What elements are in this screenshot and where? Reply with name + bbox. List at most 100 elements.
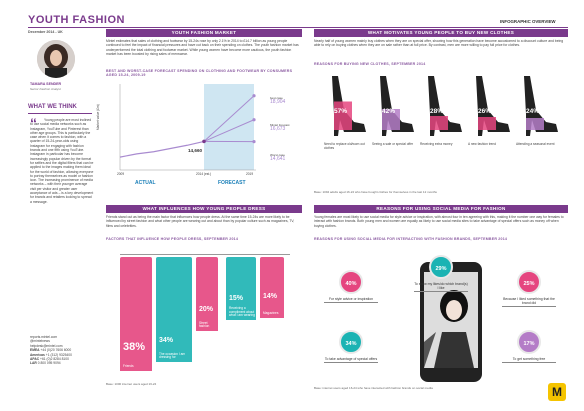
market-body: Mintel estimates that sales of clothing … — [106, 39, 299, 56]
influences-heading: WHAT INFLUENCES HOW YOUNG PEOPLE DRESS — [106, 205, 302, 213]
phone-illustration — [420, 262, 482, 382]
mintel-logo: M — [548, 383, 566, 401]
garment-item: 15% Receiving a compliment about what I a… — [226, 257, 256, 320]
shoe-pct: 24% — [526, 108, 540, 115]
avatar — [37, 40, 75, 78]
garment-pct: 20% — [199, 306, 214, 313]
overview-label: INFOGRAPHIC OVERVIEW — [500, 19, 556, 24]
motivates-note: Base: 1094 adults aged 16-24 who have bo… — [314, 190, 437, 194]
shoe-label: Attending a seasonal event — [516, 142, 555, 146]
lar-phone: 0 800 095 9094 — [37, 361, 61, 366]
shoe-icon — [524, 76, 558, 136]
shoe-pct: 28% — [430, 108, 444, 115]
shoe-icon — [380, 76, 414, 136]
social-item: 17% To get something free — [502, 330, 556, 363]
what-we-think-rule — [28, 113, 92, 114]
social-circles: 40% For style advice or inspiration 29% To … — [314, 250, 568, 380]
shoe-pct: 42% — [382, 108, 396, 115]
phone-screen — [424, 272, 478, 368]
worst-point — [252, 140, 256, 144]
contact-site[interactable]: reports.mintel.com — [30, 335, 58, 339]
shoes-row: 57% Need to replace old/worn out clothes 4… — [324, 70, 568, 190]
lar-label: LAR — [30, 361, 37, 366]
page-title: YOUTH FASHION — [28, 14, 125, 26]
point-label: 14,660 — [188, 148, 203, 153]
apac-phone: +61 (0)2 8284 8100 — [40, 357, 69, 362]
garment-pct: 15% — [229, 295, 244, 302]
analyst-role: Senior Fashion Analyst — [30, 87, 61, 91]
garment-label: Street fashion — [199, 320, 210, 329]
contact-block: reports.mintel.com @mintelnews helpdesk@… — [30, 335, 100, 366]
shoe-icon — [476, 76, 510, 136]
shoe-label: Receiving extra money — [420, 142, 453, 146]
market-heading: YOUTH FASHION MARKET — [106, 29, 302, 37]
shoe-item: 57% Need to replace old/worn out clothes — [324, 70, 370, 190]
est-point — [202, 139, 206, 144]
x-tick-2009: 2009 — [117, 172, 125, 176]
shoe-item: 28% Receiving extra money — [420, 70, 466, 190]
clothes-rail — [120, 254, 290, 255]
social-body: Young females are most likely to use soc… — [314, 215, 564, 228]
shoe-label: Need to replace old/worn out clothes — [324, 142, 365, 150]
garment-label: Receiving a compliment about what I am w… — [229, 306, 255, 318]
motivates-body: Nearly half of young women mainly buy cl… — [314, 39, 564, 48]
motivates-heading: WHAT MOTIVATES YOUNG PEOPLE TO BUY NEW C… — [314, 29, 568, 37]
best-case-label: best case 18,904 — [270, 96, 286, 106]
social-heading: REASONS FOR USING SOCIAL MEDIA FOR FASHI… — [314, 205, 568, 213]
shoe-pct: 26% — [478, 108, 492, 115]
garment-item: 38% Friends — [120, 257, 152, 371]
social-item: 25% Because I liked something that the br… — [502, 270, 556, 307]
influences-body: Friends stand out as being the main fact… — [106, 215, 295, 228]
social-pct-circle: 34% — [339, 330, 363, 354]
x-tick-2019: 2019 — [246, 172, 254, 176]
market-chart — [119, 84, 256, 171]
shoe-icon — [428, 76, 462, 136]
social-sub: REASONS FOR USING SOCIAL MEDIA FOR INTER… — [314, 237, 508, 241]
social-pct-circle: 25% — [517, 270, 541, 294]
social-label: To show my likes/do which brand(s) I lik… — [414, 282, 468, 292]
actual-label: ACTUAL — [135, 180, 156, 186]
garment-pct: 14% — [263, 292, 278, 300]
social-pct-circle: 17% — [517, 330, 541, 354]
garment-item: 34% The occasion I am dressing for — [156, 257, 192, 362]
forecast-region — [204, 84, 254, 170]
worst-case-label: Worst case 14,641 — [270, 153, 286, 163]
garment-label: The occasion I am dressing for — [159, 351, 186, 360]
social-item: 40% For style advice or inspiration — [324, 270, 378, 303]
forecast-case-value: 16,673 — [270, 126, 286, 133]
best-case-value: 18,904 — [270, 99, 286, 106]
emea-phone: +44 (0)20 7606 6000 — [40, 348, 72, 353]
social-item: 29% To show my likes/do which brand(s) I … — [414, 255, 468, 292]
social-pct-circle: 40% — [339, 270, 363, 294]
market-chart-title: BEST AND WORST-CASE FORECAST SPENDING ON… — [106, 69, 293, 78]
shoe-pct: 57% — [334, 108, 348, 115]
best-line — [203, 95, 255, 142]
x-tick-2014: 2014 (est.) — [196, 172, 212, 176]
forecast-case-label: Mintel forecast 16,673 — [270, 123, 290, 133]
garment-item: 14% Magazines — [260, 257, 284, 318]
forecast-line — [203, 119, 255, 142]
contact-twitter[interactable]: @mintelnews — [30, 339, 50, 344]
shoe-item: 24% Attending a seasonal event — [516, 70, 562, 190]
americas-label: Americas — [30, 352, 45, 357]
shoe-icon — [332, 76, 366, 136]
social-label: To take advantage of special offers — [324, 357, 378, 363]
influences-sub: FACTORS THAT INFLUENCE HOW PEOPLE DRESS,… — [106, 237, 239, 241]
social-pct-circle: 29% — [429, 255, 453, 279]
actual-line — [119, 140, 205, 158]
social-label: For style advice or inspiration — [324, 297, 378, 303]
garment-label: Magazines — [263, 311, 279, 316]
social-note: Base: internet users aged 16-24 who have… — [314, 386, 433, 390]
what-we-think-heading: WHAT WE THINK — [28, 104, 77, 110]
what-we-think-body: Young people are most inclined to use so… — [30, 118, 94, 204]
social-item: 34% To take advantage of special offers — [324, 330, 378, 363]
forecast-label: FORECAST — [218, 180, 246, 186]
motivates-sub: REASONS FOR BUYING NEW CLOTHES, SEPTEMBE… — [314, 62, 426, 66]
worst-case-value: 14,641 — [270, 156, 286, 163]
garment-item: 20% Street fashion — [196, 257, 218, 331]
shoe-item: 42% Seeing a sale or special offer — [372, 70, 418, 190]
garment-pct: 34% — [159, 336, 174, 344]
y-axis-label: Market value (£m) — [96, 104, 100, 130]
forecast-point — [252, 118, 256, 122]
contact-email[interactable]: helpdesk@mintel.com — [30, 343, 63, 348]
